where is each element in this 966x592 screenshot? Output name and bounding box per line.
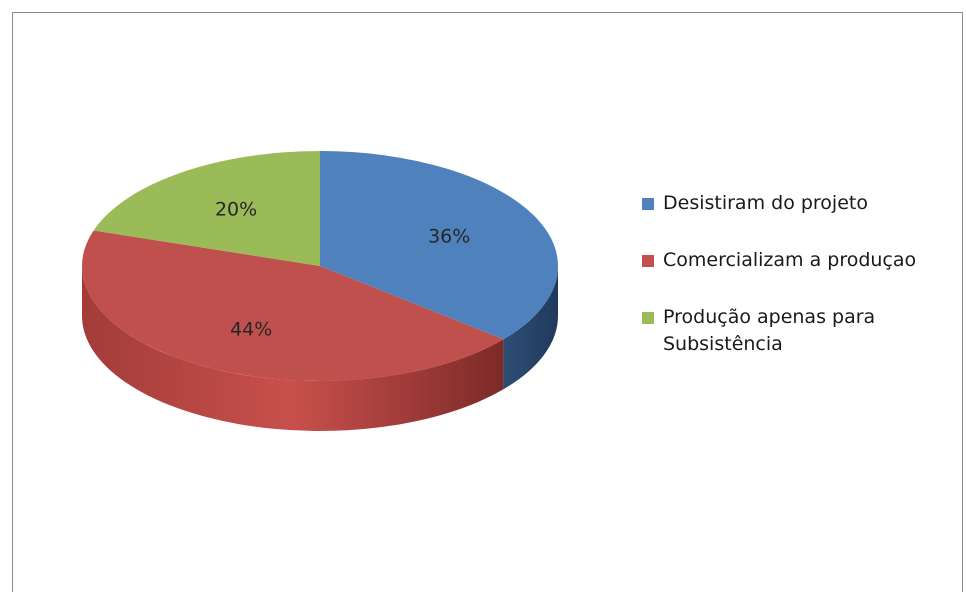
legend-item-subsistencia: Produção apenas para Subsistência <box>642 304 962 358</box>
legend-swatch-blue <box>642 198 654 210</box>
legend-swatch-green <box>642 312 654 324</box>
slice-desistiram-label: 36% <box>428 226 470 248</box>
slice-comercializam-label: 44% <box>230 318 272 340</box>
slice-comercializam-side <box>81 266 504 431</box>
legend: Desistiram do projeto Comercializam a pr… <box>642 190 962 388</box>
slice-subsistencia-label: 20% <box>215 198 257 220</box>
slice-comercializam <box>82 230 504 381</box>
legend-item-comercializam: Comercializam a produçao <box>642 247 962 274</box>
legend-item-desistiram: Desistiram do projeto <box>642 190 962 217</box>
legend-label: Produção apenas para Subsistência <box>663 306 876 355</box>
legend-label: Desistiram do projeto <box>663 192 868 214</box>
slice-desistiram-side <box>503 266 558 390</box>
legend-label: Comercializam a produçao <box>663 249 917 271</box>
slice-desistiram <box>320 151 558 340</box>
slice-subsistencia <box>93 151 320 266</box>
legend-swatch-red <box>642 255 654 267</box>
